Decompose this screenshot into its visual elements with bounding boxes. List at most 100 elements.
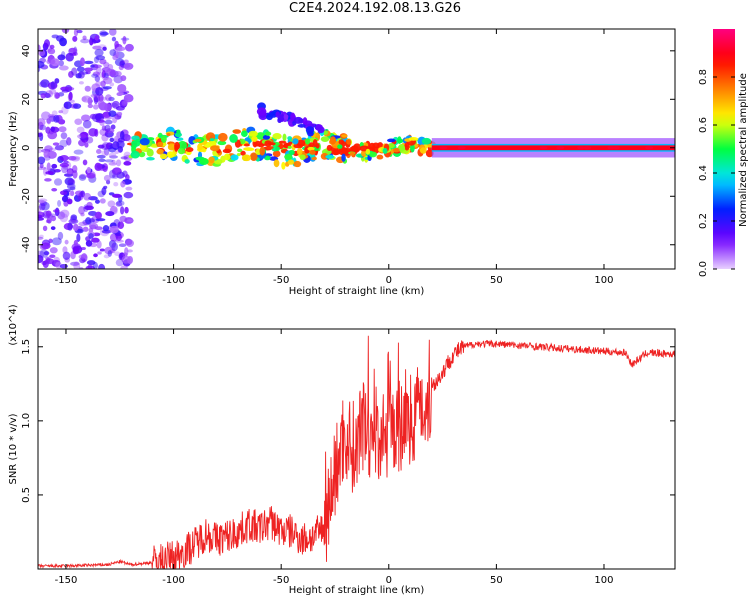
spectrogram-cell [55, 262, 60, 268]
spectrogram-cell [222, 148, 232, 154]
spectrogram-cell [51, 163, 58, 169]
spectrogram-cell [397, 136, 402, 144]
spectrogram-cell [45, 210, 52, 217]
spectrogram-cell [209, 138, 215, 142]
spectrogram-cell [315, 143, 320, 149]
spectrogram-cell [43, 150, 50, 158]
spectrogram-cell [72, 51, 78, 57]
spectrogram-cell [302, 117, 308, 126]
spectrogram-cell [114, 40, 119, 49]
spectrogram-cell [69, 186, 76, 191]
spectrogram-cell [58, 60, 65, 67]
spectrogram-cell [369, 142, 376, 150]
spectrogram-cell [341, 134, 348, 138]
spectrogram-cell [73, 149, 84, 155]
spectrogram-cell [108, 152, 117, 158]
colorbar-tick-label: 0.0 [698, 261, 709, 277]
spectrogram-cell [157, 141, 164, 148]
spectrogram-cell [113, 181, 119, 187]
spectrogram-cell [282, 133, 287, 142]
spectrogram-cell [61, 195, 69, 203]
x-tick-label-top: -150 [55, 275, 78, 286]
spectrogram-cell [361, 149, 367, 157]
spectrogram-cell [583, 146, 592, 150]
spectrogram-cell [159, 153, 168, 160]
spectrogram-cell [117, 84, 127, 93]
plot-frame-top [37, 28, 676, 270]
spectrogram-cell [57, 199, 62, 207]
spectrogram-cell [83, 67, 93, 72]
spectrogram-cell [76, 29, 83, 34]
spectrogram-cell [75, 73, 82, 79]
spectrogram-cell [97, 100, 106, 109]
spectrogram-cell [103, 72, 109, 78]
spectrogram-cell [74, 118, 83, 125]
spectrogram-cell [382, 147, 388, 155]
spectrogram-cell [67, 155, 77, 161]
colorbar-tick-label: 0.6 [698, 117, 709, 133]
spectrogram-cell [124, 43, 134, 52]
spectrogram-cell [91, 237, 100, 243]
spectrogram-cell [80, 131, 89, 138]
spectrogram-cell [119, 130, 125, 140]
spectrogram-cell [92, 71, 100, 77]
spectrogram-cell [88, 218, 95, 223]
spectrogram-cell [243, 143, 250, 147]
spectrogram-cell [109, 137, 115, 143]
spectrogram-cell [93, 96, 99, 105]
spectrogram-cell [108, 96, 115, 102]
spectrogram-cell [39, 249, 49, 258]
spectrogram-cell [338, 139, 345, 145]
spectrogram-cell [49, 44, 55, 50]
spectrogram-cell [83, 60, 94, 65]
spectrogram-cell [268, 142, 276, 146]
spectrogram-cell [217, 140, 227, 146]
spectrogram-cell [51, 187, 58, 192]
spectrogram-cell [114, 239, 124, 243]
spectrogram-cell [177, 148, 186, 155]
spectrogram-cell [79, 57, 85, 67]
spectrogram-cell [160, 135, 167, 143]
x-tick-label-bottom: 0 [386, 575, 392, 586]
spectrogram-cell [48, 115, 55, 121]
spectrogram-cell [421, 137, 432, 145]
spectrogram-cell [43, 39, 50, 48]
spectrogram-cell [110, 205, 118, 213]
spectrogram-cell [103, 174, 111, 182]
spectrogram-cell [38, 156, 46, 165]
spectrogram-cell [45, 219, 51, 224]
spectrogram-cell [49, 254, 56, 259]
spectrogram-cell [210, 145, 220, 152]
spectrogram-cell [457, 146, 466, 150]
spectrogram-cell [101, 187, 107, 196]
spectrogram-cell [92, 45, 102, 50]
spectrogram-cell [120, 206, 125, 215]
spectrogram-cell [281, 161, 286, 170]
spectrogram-cell [81, 95, 92, 103]
spectrogram-cell [86, 166, 91, 174]
spectrogram-cell [167, 143, 176, 151]
spectrogram-cell [116, 200, 125, 207]
spectrogram-cell [101, 73, 110, 81]
spectrogram-cell [59, 213, 69, 223]
spectrogram-cell [51, 110, 58, 117]
spectrogram-cell [45, 171, 54, 175]
spectrogram-cell [38, 236, 44, 240]
spectrogram-cell [118, 243, 127, 248]
y-tick-label-top: -40 [21, 237, 32, 253]
colorbar-label: Normalized spectral amplitude [738, 73, 749, 227]
spectrogram-cell [102, 86, 112, 90]
spectrogram-cell [229, 134, 238, 143]
spectrogram-cell [539, 146, 548, 150]
spectrogram-cell [266, 145, 274, 150]
spectrogram-cell [292, 138, 299, 145]
spectrogram-cell [98, 94, 104, 102]
spectrogram-cell [296, 139, 306, 147]
spectrogram-cell [365, 148, 371, 155]
spectrogram-cell [107, 250, 112, 257]
spectrogram-cell [38, 132, 43, 137]
spectrogram-cell [320, 136, 330, 142]
spectrogram-cell [94, 75, 101, 82]
spectrogram-cell [72, 246, 80, 255]
figure-title: C2E4.2024.192.08.13.G26 [288, 1, 462, 16]
